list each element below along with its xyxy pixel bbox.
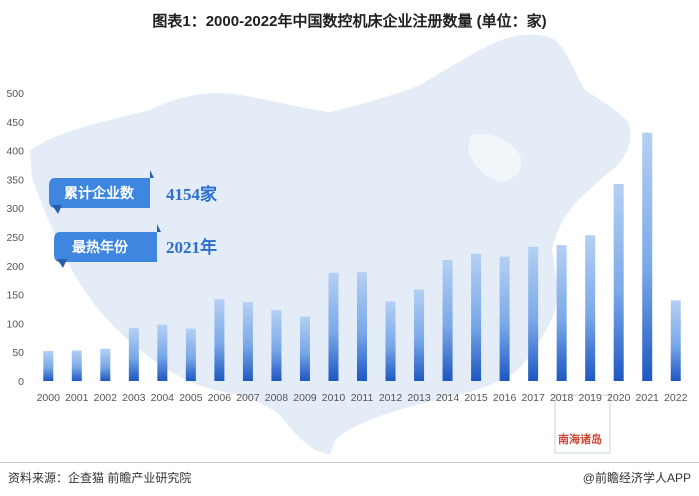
hottest-year-callout: 最热年份 2021年 [54,224,217,268]
bar-2013 [414,289,425,381]
x-axis: 2000 2001 2002 2003 2004 2005 2006 2007 2008 2009… [37,392,688,404]
bar-2021 [642,132,653,381]
y-tick-label: 100 [6,318,24,330]
x-tick-label: 2007 [236,392,260,404]
x-tick-label: 2019 [578,392,602,404]
bar-2001 [71,350,82,381]
bar-2004 [157,324,168,381]
bar-2002 [100,348,111,381]
hottest-banner [54,232,157,262]
y-tick-label: 150 [6,290,24,302]
hottest-label: 最热年份 [72,239,129,255]
x-tick-label: 2011 [351,392,374,404]
x-tick-label: 2004 [151,392,175,404]
x-tick-label: 2003 [122,392,146,404]
chart-title: 图表1：2000-2022年中国数控机床企业注册数量 (单位：家) [152,13,547,30]
bars [43,132,681,381]
y-tick-label: 300 [6,203,24,215]
x-tick-label: 2009 [293,392,317,404]
bar-2003 [128,328,139,381]
x-tick-label: 2006 [208,392,232,404]
cumulative-value: 4154家 [166,184,217,204]
credit-note: @前瞻经济学人APP [582,471,691,485]
source-note: 资料来源：企查猫 前瞻产业研究院 [8,471,192,485]
x-tick-label: 2021 [636,392,660,404]
bar-2007 [242,302,253,381]
x-tick-label: 2014 [436,392,460,404]
x-tick-label: 2015 [464,392,488,404]
y-axis: 0 50 100 150 200 250 300 350 400 450 500 [6,88,24,388]
x-tick-label: 2022 [664,392,688,404]
x-tick-label: 2010 [322,392,346,404]
cumulative-banner [49,178,150,208]
bar-2008 [271,310,282,381]
x-tick-label: 2005 [179,392,203,404]
y-tick-label: 350 [6,174,24,186]
y-tick-label: 250 [6,232,24,244]
bar-2022 [670,300,681,381]
y-tick-label: 500 [6,88,24,100]
bar-2018 [556,245,567,381]
bar-2009 [299,316,310,381]
y-tick-label: 0 [18,376,24,388]
y-tick-label: 200 [6,261,24,273]
bar-2020 [613,184,624,381]
bar-2016 [499,256,510,381]
bar-2000 [43,351,54,381]
hottest-value: 2021年 [166,237,217,257]
x-tick-label: 2002 [94,392,118,404]
footer-divider [0,462,699,463]
y-tick-label: 450 [6,117,24,129]
bar-2006 [214,299,225,381]
x-tick-label: 2020 [607,392,631,404]
y-tick-label: 50 [12,347,24,359]
bar-2012 [385,301,396,381]
x-tick-label: 2017 [521,392,545,404]
cumulative-callout: 累计企业数 4154家 [49,170,217,214]
x-tick-label: 2016 [493,392,517,404]
south-china-sea-label: 南海诸岛 [558,432,602,446]
x-tick-label: 2008 [265,392,289,404]
bar-2015 [471,253,482,381]
x-tick-label: 2000 [37,392,61,404]
bar-2011 [357,272,367,381]
bar-2005 [185,328,196,381]
x-tick-label: 2018 [550,392,574,404]
x-tick-label: 2013 [407,392,431,404]
bar-2017 [528,246,539,381]
cumulative-label: 累计企业数 [64,185,135,201]
bar-2019 [585,235,596,381]
x-tick-label: 2001 [65,392,89,404]
y-tick-label: 400 [6,146,24,158]
x-tick-label: 2012 [379,392,403,404]
bar-2010 [328,272,339,381]
bar-2014 [442,260,453,381]
